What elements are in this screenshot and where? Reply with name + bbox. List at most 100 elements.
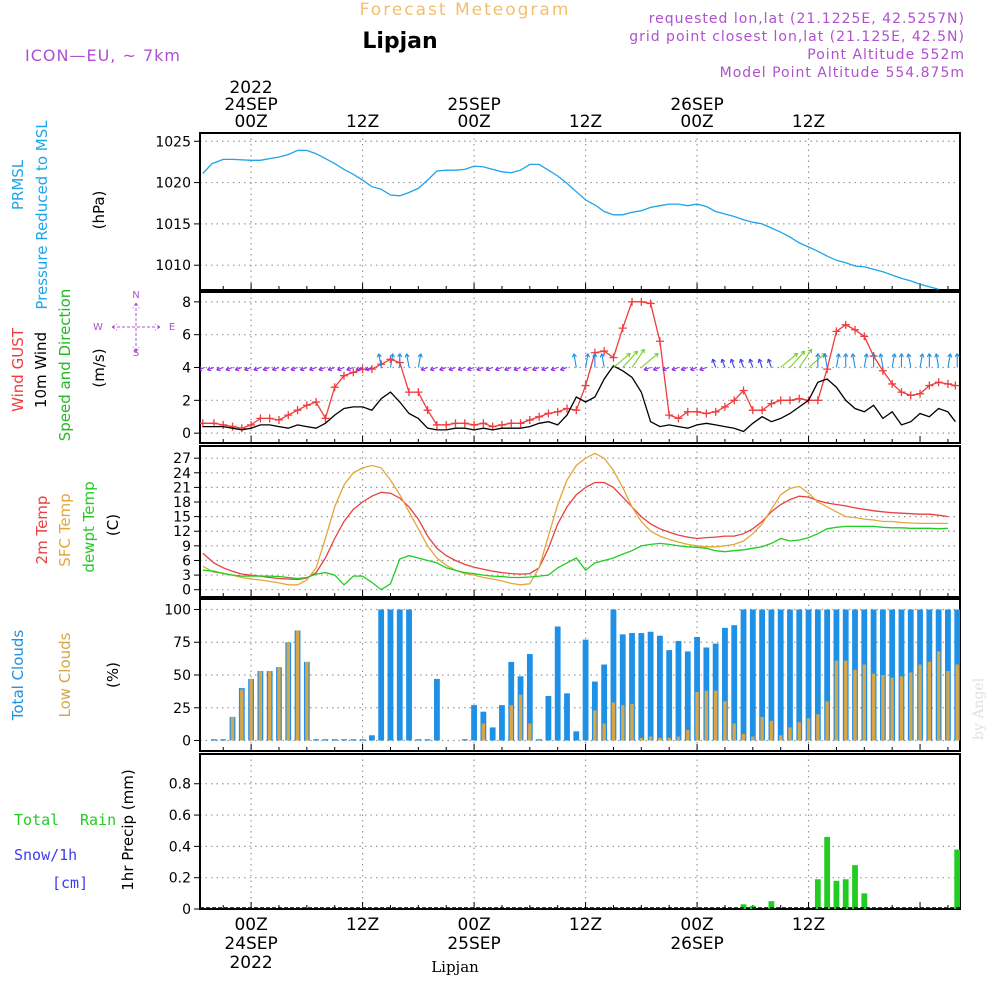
gust-point	[739, 386, 748, 395]
wind-arrow-head	[671, 366, 676, 372]
gust-point	[600, 347, 609, 356]
wind-arrow-head	[281, 366, 286, 372]
bottom-time-label: 00Z	[234, 915, 267, 935]
wind-direction-arrow	[389, 353, 394, 368]
y-tick-label: 18	[173, 495, 191, 511]
y-tick-label: 75	[173, 635, 191, 651]
wind-arrow-head	[699, 366, 704, 372]
wind-arrow-head	[476, 366, 481, 372]
bar-low-clouds	[258, 671, 263, 741]
wind-direction-arrow	[699, 366, 707, 371]
wind-direction-arrow	[439, 366, 447, 371]
wind-direction-arrow	[244, 366, 252, 371]
wind-arrow-head	[337, 366, 342, 372]
gust-point	[414, 388, 423, 397]
series-line-sfc-temp	[202, 452, 948, 586]
wind-direction-arrow	[430, 366, 438, 371]
wind-direction-arrow	[541, 366, 549, 371]
bar-total-clouds	[341, 739, 347, 741]
ylabel-speed-direction: Speed and Direction	[56, 289, 74, 442]
top-time-label: 26SEP	[670, 95, 723, 115]
wind-arrow-head	[871, 353, 877, 358]
bar-total-clouds	[582, 639, 589, 741]
wind-direction-arrow	[337, 366, 345, 371]
ylabel-10m-wind: 10m Wind	[32, 332, 50, 408]
y-tick-label: 0.2	[169, 871, 191, 887]
gust-point	[683, 407, 692, 416]
y-tick-label: 21	[173, 480, 191, 496]
bar-low-clouds	[648, 736, 653, 741]
wind-direction-arrow	[671, 366, 679, 371]
y-axis-labels: PRMSL Pressure Reduced to MSL (hPa) Wind GU…	[9, 120, 175, 892]
gust-point	[646, 299, 655, 308]
series-line-dewpt-temp	[202, 525, 948, 591]
y-tick-label: 27	[173, 451, 191, 467]
gust-point	[813, 396, 822, 405]
wind-arrow-head	[690, 366, 695, 372]
gust-point	[925, 381, 934, 390]
ylabel-low-clouds: Low Clouds	[56, 632, 74, 717]
wind-direction-arrow	[309, 366, 317, 371]
location-title: Lipjan	[362, 29, 437, 54]
gust-point	[442, 420, 451, 429]
bar-total-clouds	[694, 637, 700, 741]
gust-point	[553, 407, 562, 416]
top-time-label: 24SEP	[224, 95, 277, 115]
wind-arrow-head	[835, 353, 841, 358]
top-time-label: 12Z	[569, 112, 602, 132]
compass-letter: S	[133, 348, 139, 359]
wind-arrow-head	[234, 366, 240, 372]
bar-total-clouds	[406, 609, 412, 741]
wind-arrow-head	[532, 366, 537, 372]
wind-arrow-head	[640, 348, 645, 354]
gust-point	[720, 402, 729, 411]
gust-point	[312, 397, 321, 406]
bar-low-clouds	[936, 651, 941, 741]
bar-low-clouds	[305, 661, 309, 741]
gust-point	[609, 353, 618, 362]
wind-direction-arrow	[225, 366, 233, 371]
bar-precip	[768, 901, 775, 909]
bar-total-clouds	[638, 633, 645, 741]
compass-icon: N S W E	[93, 290, 175, 359]
ylabel-2m-temp: 2m Temp	[33, 496, 51, 565]
wind-arrow-head	[550, 366, 556, 372]
gust-point	[785, 396, 794, 405]
bar-total-clouds	[536, 739, 543, 741]
bar-total-clouds	[666, 650, 673, 741]
gust-point	[934, 378, 943, 387]
wind-arrow-head	[843, 353, 849, 358]
top-time-label: 25SEP	[447, 95, 500, 115]
wind-arrow-head	[541, 366, 546, 372]
bar-total-clouds	[396, 609, 403, 741]
bar-low-clouds	[528, 723, 532, 741]
bar-total-clouds	[368, 735, 375, 741]
wind-arrow-head	[448, 366, 453, 372]
gust-point	[730, 396, 739, 405]
wind-direction-arrow	[467, 366, 475, 371]
bar-total-clouds	[601, 664, 608, 741]
gust-point	[479, 419, 488, 428]
bar-low-clouds	[909, 672, 913, 741]
wind-arrow-head	[850, 353, 856, 358]
wind-arrow-head	[364, 366, 370, 372]
wind-arrow-head	[513, 366, 518, 372]
gust-point	[284, 411, 293, 420]
gust-point	[758, 406, 767, 415]
ylabel-ms: (m/s)	[90, 348, 108, 387]
gust-point	[841, 320, 850, 329]
wind-direction-arrow	[758, 358, 763, 368]
y-tick-label: 1015	[155, 217, 191, 233]
bar-low-clouds	[881, 675, 885, 741]
bar-low-clouds	[481, 723, 486, 741]
wind-direction-arrow	[365, 366, 373, 371]
plot-area	[202, 452, 948, 591]
wind-direction-arrow	[712, 358, 717, 368]
wind-arrow-head	[299, 366, 305, 372]
wind-arrow-head	[807, 348, 813, 354]
bar-precip	[852, 865, 858, 909]
ylabel-dewpt-temp: dewpt Temp	[80, 481, 98, 572]
bar-low-clouds	[862, 664, 867, 741]
wind-arrow-head	[652, 366, 658, 372]
bar-total-clouds	[759, 609, 766, 741]
